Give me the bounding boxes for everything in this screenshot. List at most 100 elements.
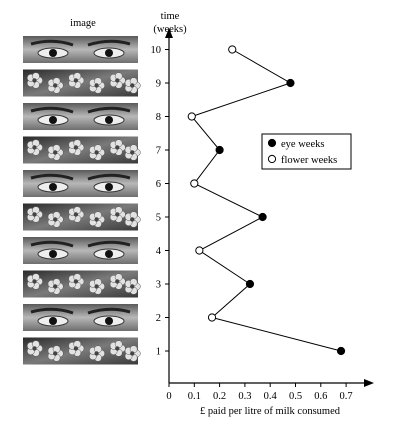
pupil-right [105,250,113,258]
eyes-image-panel [23,103,138,130]
flower-center [115,145,120,150]
flower-center [94,284,99,289]
flower-center [53,284,58,289]
eye-week-point [286,78,295,88]
eyebrow-left [30,39,74,47]
eyebrow-right [87,39,131,47]
pupil-left [49,49,57,57]
pupil-right [105,49,113,57]
eyebrow-right [87,240,131,248]
y-tick-label: 9 [156,79,161,90]
flowers-image-panel [23,203,141,231]
x-axis-arrowhead [364,379,374,387]
pupil-right [105,116,113,124]
eyebrow-right [87,106,131,114]
y-axis-arrowhead [165,28,173,38]
eyebrow-left [30,307,74,315]
y-tick-label: 8 [156,112,161,123]
x-axis-title: £ paid per litre of milk consumed [200,406,341,417]
eyes-image-panel [23,170,138,197]
x-tick-label: 0.6 [314,391,327,402]
flowers-image-panel [23,136,141,164]
flower-week-point [190,179,199,188]
y-axis-title-line2: (weeks) [153,24,187,35]
legend-label-flower: flower weeks [281,155,337,166]
flower-center [32,145,37,150]
y-tick-label: 4 [156,246,162,257]
x-tick-label: 0.2 [213,391,226,402]
y-tick-label: 6 [156,179,161,190]
flower-week-point [195,246,204,255]
x-tick-label: 0.5 [289,391,302,402]
flowers-image-panel [23,337,141,365]
chart-axes [165,28,374,387]
legend-marker-eye [267,138,277,148]
eyes-image-panel [23,304,138,331]
flower-center [115,279,120,284]
eyebrow-left [30,106,74,114]
flower-center [94,83,99,88]
series-line [190,49,342,352]
flower-week-point [228,45,237,54]
eyes-image-panel [23,36,138,63]
eye-week-point [215,145,224,155]
image-column-header: image [70,18,96,29]
flower-center [53,150,58,155]
flower-center [32,78,37,83]
flower-center [32,346,37,351]
flower-center [115,346,120,351]
y-tick-label: 7 [156,146,161,157]
eyes-image-panel [23,237,138,264]
flower-center [130,351,135,356]
flower-center [94,351,99,356]
legend-marker-flower [267,154,277,164]
data-points [187,45,346,356]
flower-week-point [187,112,196,121]
image-panels [23,36,141,365]
pupil-left [49,183,57,191]
y-tick-label: 3 [156,280,161,291]
eyebrow-left [30,173,74,181]
pupil-right [105,183,113,191]
x-ticks: 0 0.1 0.2 0.3 0.4 0.5 0.6 0.7 [166,383,353,402]
y-ticks: 1 2 3 4 5 6 7 8 9 10 [151,45,169,358]
flower-center [94,150,99,155]
x-tick-label: 0.7 [340,391,353,402]
flower-center [115,212,120,217]
y-tick-label: 10 [151,45,162,56]
flower-center [73,145,79,150]
pupil-right [105,317,113,325]
flower-center [115,78,120,83]
flower-center [53,351,58,356]
flower-center [94,217,99,222]
x-tick-label: 0.4 [264,391,278,402]
flower-center [130,217,135,222]
pupil-left [49,116,57,124]
flower-center [53,83,58,88]
flower-center [53,217,58,222]
flower-center [130,284,135,289]
legend-box [261,133,352,170]
flowers-image-panel [23,270,141,298]
eyebrow-left [30,240,74,248]
legend: eye weeks flower weeks [261,133,352,170]
x-tick-label: 0.3 [238,391,251,402]
pupil-left [49,317,57,325]
eyebrow-right [87,173,131,181]
y-tick-label: 2 [156,313,161,324]
eyebrow-right [87,307,131,315]
pupil-left [49,250,57,258]
eye-week-point [258,212,267,222]
y-tick-label: 1 [156,347,161,358]
flower-center [73,212,79,217]
flower-week-point [207,313,217,322]
y-tick-label: 5 [156,213,161,224]
flower-center [73,78,79,83]
flower-center [73,279,79,284]
y-axis-title-line1: time [161,11,180,22]
flower-center [32,279,37,284]
flower-center [130,150,135,155]
x-tick-label: 0 [166,391,171,402]
flower-center [130,83,135,88]
